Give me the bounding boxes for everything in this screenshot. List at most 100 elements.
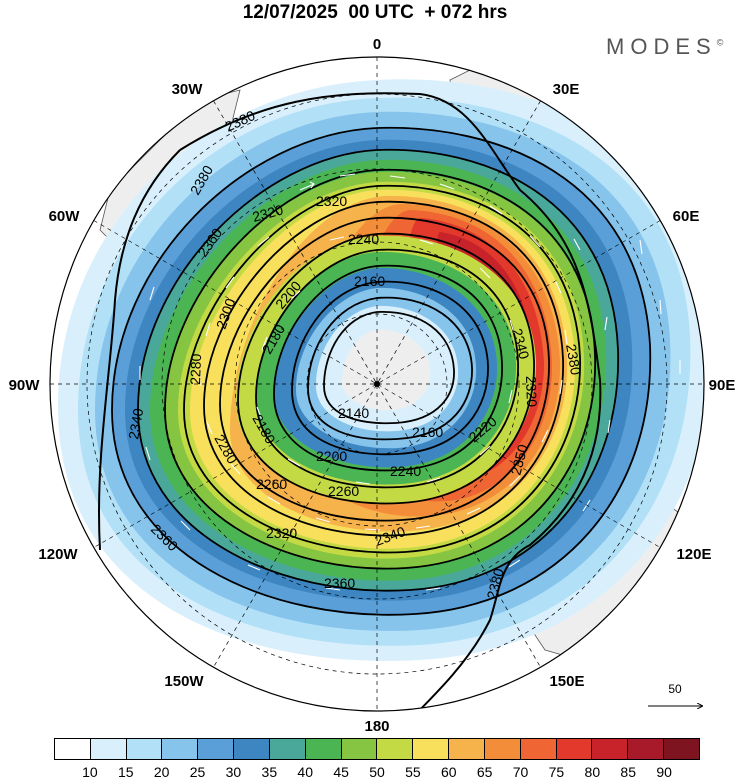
colorbar-swatch	[520, 739, 557, 759]
colorbar-swatch	[664, 739, 699, 759]
longitude-labels: 0 30E 60E 90E 120E 150E 180 150W 120W 90…	[9, 36, 736, 735]
wind-vector	[426, 477, 441, 483]
contour-label: 2340	[125, 407, 146, 441]
contour-label: 2320	[523, 376, 540, 408]
wind-vector	[355, 481, 371, 485]
wind-vector	[554, 279, 562, 294]
lon-label-120w: 120W	[38, 546, 78, 563]
contour-2200	[273, 264, 503, 472]
meridian-60w-120e	[93, 220, 661, 548]
lon-label-90w: 90W	[9, 377, 41, 394]
colorbar-tick-label: 85	[620, 764, 637, 780]
meridian-30w-150e	[213, 100, 541, 668]
wind-vector	[325, 587, 341, 591]
contour-2300	[183, 184, 581, 554]
polar-core	[342, 329, 431, 411]
colorbar-tick-label: 55	[405, 764, 421, 780]
lon-label-60w: 60W	[49, 208, 81, 225]
colorbar-swatch	[341, 739, 378, 759]
contour-2180	[291, 280, 489, 456]
colorbar-swatch	[198, 739, 235, 759]
contour-label: 2360	[324, 575, 355, 591]
wind-vector	[180, 520, 191, 531]
wind-vector	[508, 389, 513, 404]
wind-vector	[559, 379, 563, 395]
wind-vector	[529, 235, 541, 248]
colorbar	[54, 738, 700, 760]
contour-label: 2320	[251, 201, 285, 225]
colorbar-tick-label: 25	[189, 764, 206, 780]
wind-vector	[230, 463, 241, 475]
wind-vector	[261, 336, 268, 351]
lon-label-90e: 90E	[709, 377, 736, 394]
contour-label: 2140	[338, 405, 369, 421]
contour-2260	[219, 216, 550, 522]
colorbar-swatch	[269, 739, 306, 759]
wind-vector	[659, 299, 662, 315]
meridian-60e-120w	[93, 220, 661, 548]
colorbar-tick-label: 15	[117, 764, 134, 780]
contour-label: 2240	[390, 463, 421, 479]
wind-vector	[247, 564, 261, 571]
colorbar-tick-label: 90	[656, 764, 672, 780]
map-title: 12/07/2025 00 UTC + 072 hrs	[242, 2, 508, 23]
colorbar-tick-label: 65	[476, 764, 493, 780]
colorbar-swatch	[484, 739, 521, 759]
contour-2380-west	[98, 149, 181, 551]
lon-label-150e: 150E	[549, 673, 584, 690]
colorbar-tick-label: 20	[153, 764, 170, 780]
contour-label: 2320	[316, 193, 347, 209]
wind-vector	[479, 445, 491, 456]
colorbar-swatch	[126, 739, 163, 759]
wind-vector	[267, 496, 281, 505]
wind-vector	[339, 173, 356, 177]
wind-vector	[466, 507, 481, 515]
colorbar-tick-label: 70	[512, 764, 529, 780]
wind-vector	[419, 239, 434, 245]
contour-label: 2380	[483, 566, 507, 600]
colorbar-swatch	[305, 739, 342, 759]
colorbar-swatch	[449, 739, 485, 759]
wind-vector	[582, 499, 591, 512]
wind-vector	[489, 205, 503, 215]
lon-label-150w: 150W	[164, 673, 204, 690]
contour-label: 2350	[507, 442, 531, 476]
lon-label-180: 180	[364, 718, 389, 735]
wind-vector	[389, 175, 406, 179]
contour-2320	[164, 168, 596, 570]
wind-vector	[439, 183, 455, 190]
wind-vectors	[139, 173, 681, 591]
wind-vector	[289, 290, 301, 301]
wind-vector	[206, 421, 213, 435]
copyright-mark: ©	[716, 37, 724, 48]
contour-2240	[237, 232, 535, 505]
colorbar-tick-label: 60	[440, 764, 457, 780]
contour-label: 2280	[187, 353, 204, 385]
graticule	[50, 57, 704, 711]
wind-vector	[509, 475, 521, 487]
wind-vector	[225, 276, 235, 289]
lon-label-30e: 30E	[553, 81, 580, 98]
brand-logo: MODES©	[606, 34, 723, 60]
wind-vector	[299, 181, 315, 191]
colorbar-ticks: 10 15 20 25 30 35 40 45 50 55 60 65 70 75 80 85 90	[54, 764, 700, 782]
meridian-30e-150w	[213, 100, 541, 668]
colorbar-tick-label: 10	[82, 764, 98, 780]
contour-label: 2320	[266, 525, 297, 541]
colorbar-tick-label: 45	[333, 764, 349, 780]
colorbar-swatch	[377, 739, 414, 759]
lon-label-30w: 30W	[172, 81, 204, 98]
contour-label: 2340	[509, 327, 533, 361]
colorbar-swatch	[55, 739, 91, 759]
contour-label: 2260	[328, 483, 359, 499]
colorbar-tick-label: 30	[225, 764, 242, 780]
wind-vector	[287, 458, 301, 467]
wind-vector	[256, 406, 263, 421]
colorbar-tick-label: 80	[584, 764, 601, 780]
wind-vector	[573, 238, 581, 251]
map-border	[49, 56, 705, 712]
wind-vector	[564, 329, 568, 345]
colorbar-swatch	[556, 739, 593, 759]
contour-2220	[255, 248, 519, 489]
